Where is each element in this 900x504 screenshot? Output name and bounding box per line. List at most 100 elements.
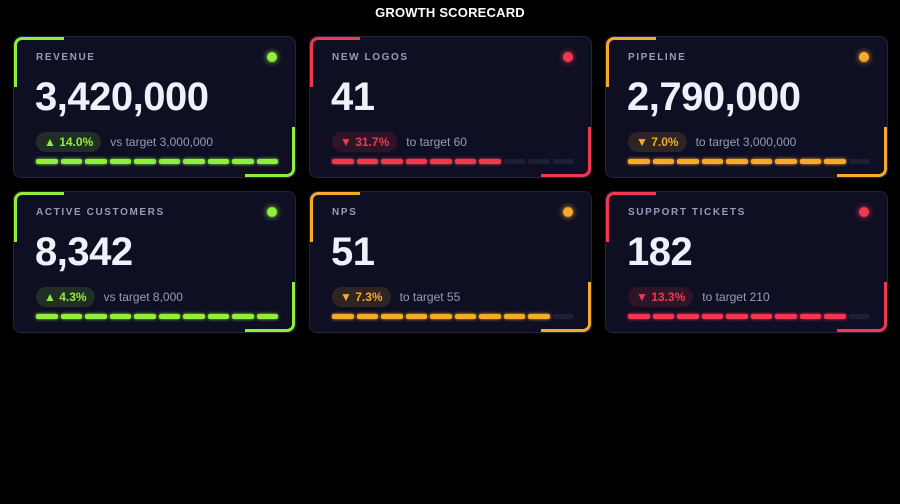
progress-segment-filled <box>454 159 476 164</box>
progress-segment-filled <box>36 159 58 164</box>
target-text: to target 3,000,000 <box>695 135 797 149</box>
progress-segment-filled <box>775 159 797 164</box>
progress-segment-filled <box>824 159 846 164</box>
delta-row: ▼ 7.3% to target 55 <box>332 287 460 307</box>
metric-card-support-tickets: SUPPORT TICKETS 182 ▼ 13.3% to target 21… <box>605 191 888 333</box>
progress-segment-empty <box>528 159 550 164</box>
progress-segment-filled <box>60 314 82 319</box>
status-dot-icon <box>563 207 573 217</box>
progress-segment-filled <box>726 314 748 319</box>
progress-segment-filled <box>824 314 846 319</box>
progress-segment-filled <box>158 314 180 319</box>
page-title: GROWTH SCORECARD <box>375 5 525 20</box>
progress-segment-filled <box>232 159 254 164</box>
progress-segment-filled <box>628 159 650 164</box>
progress-segment-filled <box>85 314 107 319</box>
card-label: PIPELINE <box>628 52 687 63</box>
progress-segment-filled <box>332 159 354 164</box>
progress-segment-filled <box>207 159 229 164</box>
metric-card-revenue: REVENUE 3,420,000 ▲ 14.0% vs target 3,00… <box>13 36 296 178</box>
corner-accent-bottom-right <box>245 282 295 332</box>
progress-segment-filled <box>356 314 378 319</box>
delta-row: ▼ 13.3% to target 210 <box>628 287 770 307</box>
corner-accent-bottom-right <box>541 127 591 177</box>
delta-row: ▼ 7.0% to target 3,000,000 <box>628 132 796 152</box>
status-dot-icon <box>859 207 869 217</box>
delta-badge: ▼ 7.3% <box>332 287 391 307</box>
delta-badge: ▼ 7.0% <box>628 132 687 152</box>
card-value: 182 <box>627 230 693 274</box>
progress-segment-filled <box>701 314 723 319</box>
delta-row: ▲ 4.3% vs target 8,000 <box>36 287 183 307</box>
progress-segment-filled <box>134 159 156 164</box>
target-text: to target 60 <box>406 135 467 149</box>
progress-segment-empty <box>848 159 870 164</box>
progress-segment-filled <box>799 159 821 164</box>
progress-segment-filled <box>256 314 278 319</box>
progress-segment-empty <box>552 314 574 319</box>
progress-segment-filled <box>775 314 797 319</box>
progress-segment-filled <box>134 314 156 319</box>
card-value: 3,420,000 <box>35 75 209 119</box>
scorecard-grid: REVENUE 3,420,000 ▲ 14.0% vs target 3,00… <box>13 36 888 333</box>
progress-segment-filled <box>628 314 650 319</box>
progress-segment-filled <box>332 314 354 319</box>
target-text: to target 210 <box>702 290 770 304</box>
progress-segments <box>332 159 574 164</box>
card-value: 2,790,000 <box>627 75 801 119</box>
metric-card-pipeline: PIPELINE 2,790,000 ▼ 7.0% to target 3,00… <box>605 36 888 178</box>
corner-accent-top-left <box>14 37 64 87</box>
status-dot-icon <box>267 52 277 62</box>
progress-segment-filled <box>60 159 82 164</box>
corner-accent-top-left <box>606 192 656 242</box>
status-dot-icon <box>563 52 573 62</box>
progress-segment-filled <box>430 314 452 319</box>
corner-accent-bottom-right <box>837 127 887 177</box>
progress-segment-filled <box>109 314 131 319</box>
card-label: SUPPORT TICKETS <box>628 207 746 218</box>
progress-segment-empty <box>848 314 870 319</box>
metric-card-active-customers: ACTIVE CUSTOMERS 8,342 ▲ 4.3% vs target … <box>13 191 296 333</box>
corner-accent-bottom-right <box>245 127 295 177</box>
progress-segment-filled <box>454 314 476 319</box>
corner-accent-bottom-right <box>837 282 887 332</box>
progress-segment-filled <box>677 159 699 164</box>
target-text: vs target 3,000,000 <box>110 135 213 149</box>
delta-badge: ▼ 31.7% <box>332 132 398 152</box>
progress-segments <box>36 159 278 164</box>
progress-segment-filled <box>207 314 229 319</box>
delta-badge: ▲ 4.3% <box>36 287 95 307</box>
progress-segment-filled <box>479 314 501 319</box>
progress-segment-filled <box>528 314 550 319</box>
progress-segment-filled <box>726 159 748 164</box>
progress-segment-filled <box>750 314 772 319</box>
progress-segment-filled <box>183 159 205 164</box>
progress-segment-filled <box>405 159 427 164</box>
progress-segment-filled <box>799 314 821 319</box>
progress-segments <box>628 159 870 164</box>
progress-segment-filled <box>701 159 723 164</box>
progress-segment-filled <box>256 159 278 164</box>
metric-card-nps: NPS 51 ▼ 7.3% to target 55 <box>309 191 592 333</box>
progress-segment-filled <box>109 159 131 164</box>
progress-segments <box>628 314 870 319</box>
delta-badge: ▼ 13.3% <box>628 287 694 307</box>
progress-segment-filled <box>36 314 58 319</box>
card-label: NPS <box>332 207 358 218</box>
progress-segment-filled <box>652 159 674 164</box>
progress-segment-filled <box>158 159 180 164</box>
status-dot-icon <box>859 52 869 62</box>
card-label: NEW LOGOS <box>332 52 409 63</box>
progress-segment-filled <box>479 159 501 164</box>
corner-accent-top-left <box>310 192 360 242</box>
progress-segment-empty <box>503 159 525 164</box>
progress-segments <box>36 314 278 319</box>
progress-segment-filled <box>430 159 452 164</box>
progress-segment-filled <box>750 159 772 164</box>
progress-segment-filled <box>381 314 403 319</box>
progress-segment-filled <box>652 314 674 319</box>
card-value: 51 <box>331 230 375 274</box>
progress-segment-filled <box>356 159 378 164</box>
progress-segment-empty <box>552 159 574 164</box>
corner-accent-top-left <box>310 37 360 87</box>
